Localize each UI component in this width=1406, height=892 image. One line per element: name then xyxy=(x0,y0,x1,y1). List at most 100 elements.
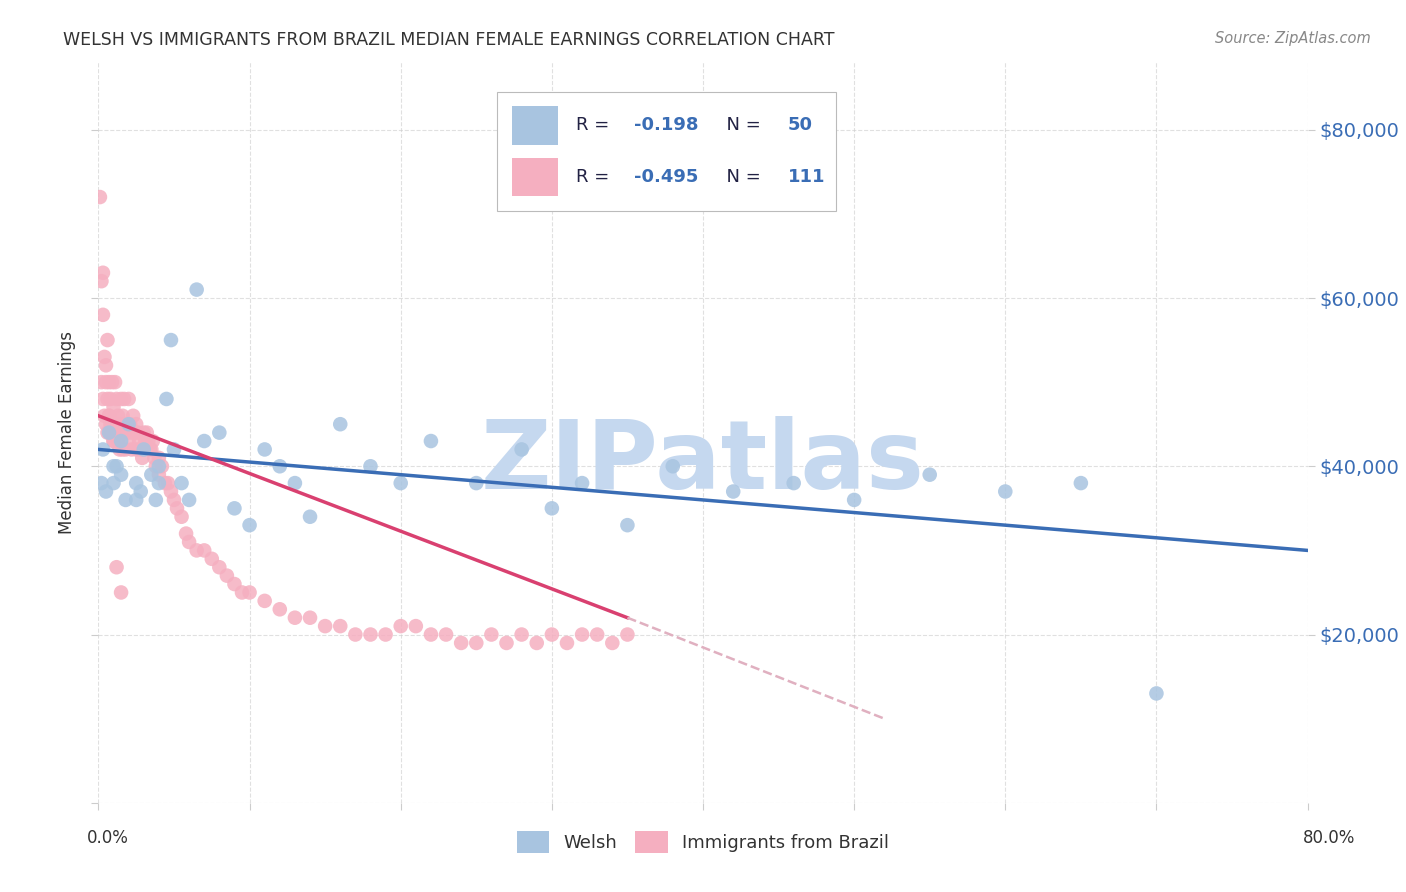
Point xyxy=(434,627,457,641)
Point xyxy=(129,484,152,499)
Point xyxy=(91,442,114,457)
Point xyxy=(125,442,148,457)
Point xyxy=(114,417,136,432)
Point xyxy=(118,392,141,406)
Point xyxy=(540,627,562,641)
Point xyxy=(224,577,246,591)
Point xyxy=(141,467,163,482)
Point xyxy=(160,333,183,347)
Point xyxy=(128,434,150,448)
Text: R =: R = xyxy=(576,116,614,135)
Point xyxy=(115,425,138,440)
Point xyxy=(465,476,488,491)
Point xyxy=(215,568,238,582)
Point xyxy=(389,619,412,633)
Point xyxy=(111,409,134,423)
Point xyxy=(526,636,548,650)
Text: 111: 111 xyxy=(787,169,825,186)
Point xyxy=(148,476,170,491)
Point xyxy=(193,543,215,558)
Point xyxy=(103,401,125,415)
Point xyxy=(170,476,193,491)
Point xyxy=(143,450,166,465)
Point xyxy=(540,501,562,516)
Point xyxy=(103,476,125,491)
Point xyxy=(389,476,412,491)
Point xyxy=(1070,476,1092,491)
FancyBboxPatch shape xyxy=(498,92,837,211)
Point xyxy=(100,392,122,406)
Point xyxy=(156,476,179,491)
Point xyxy=(96,392,118,406)
Text: -0.198: -0.198 xyxy=(634,116,699,135)
Point xyxy=(132,442,155,457)
Point xyxy=(132,442,155,457)
Text: WELSH VS IMMIGRANTS FROM BRAZIL MEDIAN FEMALE EARNINGS CORRELATION CHART: WELSH VS IMMIGRANTS FROM BRAZIL MEDIAN F… xyxy=(63,31,835,49)
Point xyxy=(114,442,136,457)
Point xyxy=(103,434,125,448)
Point xyxy=(269,459,291,474)
Point xyxy=(108,442,131,457)
Point xyxy=(661,459,683,474)
Point xyxy=(160,484,183,499)
Point xyxy=(555,636,578,650)
Point xyxy=(145,459,167,474)
Point xyxy=(269,602,291,616)
Point xyxy=(125,492,148,507)
Text: ZIPatlas: ZIPatlas xyxy=(481,416,925,508)
Point xyxy=(163,492,186,507)
Point xyxy=(179,492,201,507)
Point xyxy=(93,409,115,423)
Point xyxy=(186,283,208,297)
Point xyxy=(110,392,132,406)
Point xyxy=(122,409,145,423)
Point xyxy=(224,501,246,516)
Point xyxy=(105,425,128,440)
Point xyxy=(571,476,593,491)
Point xyxy=(129,442,152,457)
Point xyxy=(616,627,638,641)
Point xyxy=(186,543,208,558)
Text: N =: N = xyxy=(716,116,766,135)
Point xyxy=(723,484,745,499)
Point xyxy=(360,459,382,474)
Point xyxy=(132,425,155,440)
Point xyxy=(125,417,148,432)
Point xyxy=(100,417,122,432)
Point xyxy=(136,434,159,448)
Point xyxy=(91,308,114,322)
Point xyxy=(253,594,276,608)
Point xyxy=(98,425,121,440)
Point xyxy=(918,467,941,482)
Point xyxy=(420,434,443,448)
Point xyxy=(148,467,170,482)
Point xyxy=(145,492,167,507)
Point xyxy=(127,425,149,440)
FancyBboxPatch shape xyxy=(512,106,558,145)
Point xyxy=(90,274,112,288)
Text: 80.0%: 80.0% xyxy=(1302,829,1355,847)
Point xyxy=(90,476,112,491)
Point xyxy=(114,492,136,507)
Point xyxy=(142,434,165,448)
Point xyxy=(783,476,806,491)
Point xyxy=(103,434,125,448)
Point xyxy=(110,585,132,599)
Point xyxy=(616,518,638,533)
Point xyxy=(98,409,121,423)
Point xyxy=(510,442,533,457)
Text: N =: N = xyxy=(716,169,766,186)
Point xyxy=(284,610,307,624)
Point xyxy=(148,450,170,465)
Point xyxy=(284,476,307,491)
Point xyxy=(124,425,146,440)
Point xyxy=(96,333,118,347)
Point xyxy=(329,619,352,633)
Point xyxy=(89,190,111,204)
Point xyxy=(179,535,201,549)
Point xyxy=(510,627,533,641)
Point xyxy=(495,636,517,650)
Text: 0.0%: 0.0% xyxy=(87,829,129,847)
Point xyxy=(481,627,503,641)
Point xyxy=(231,585,253,599)
